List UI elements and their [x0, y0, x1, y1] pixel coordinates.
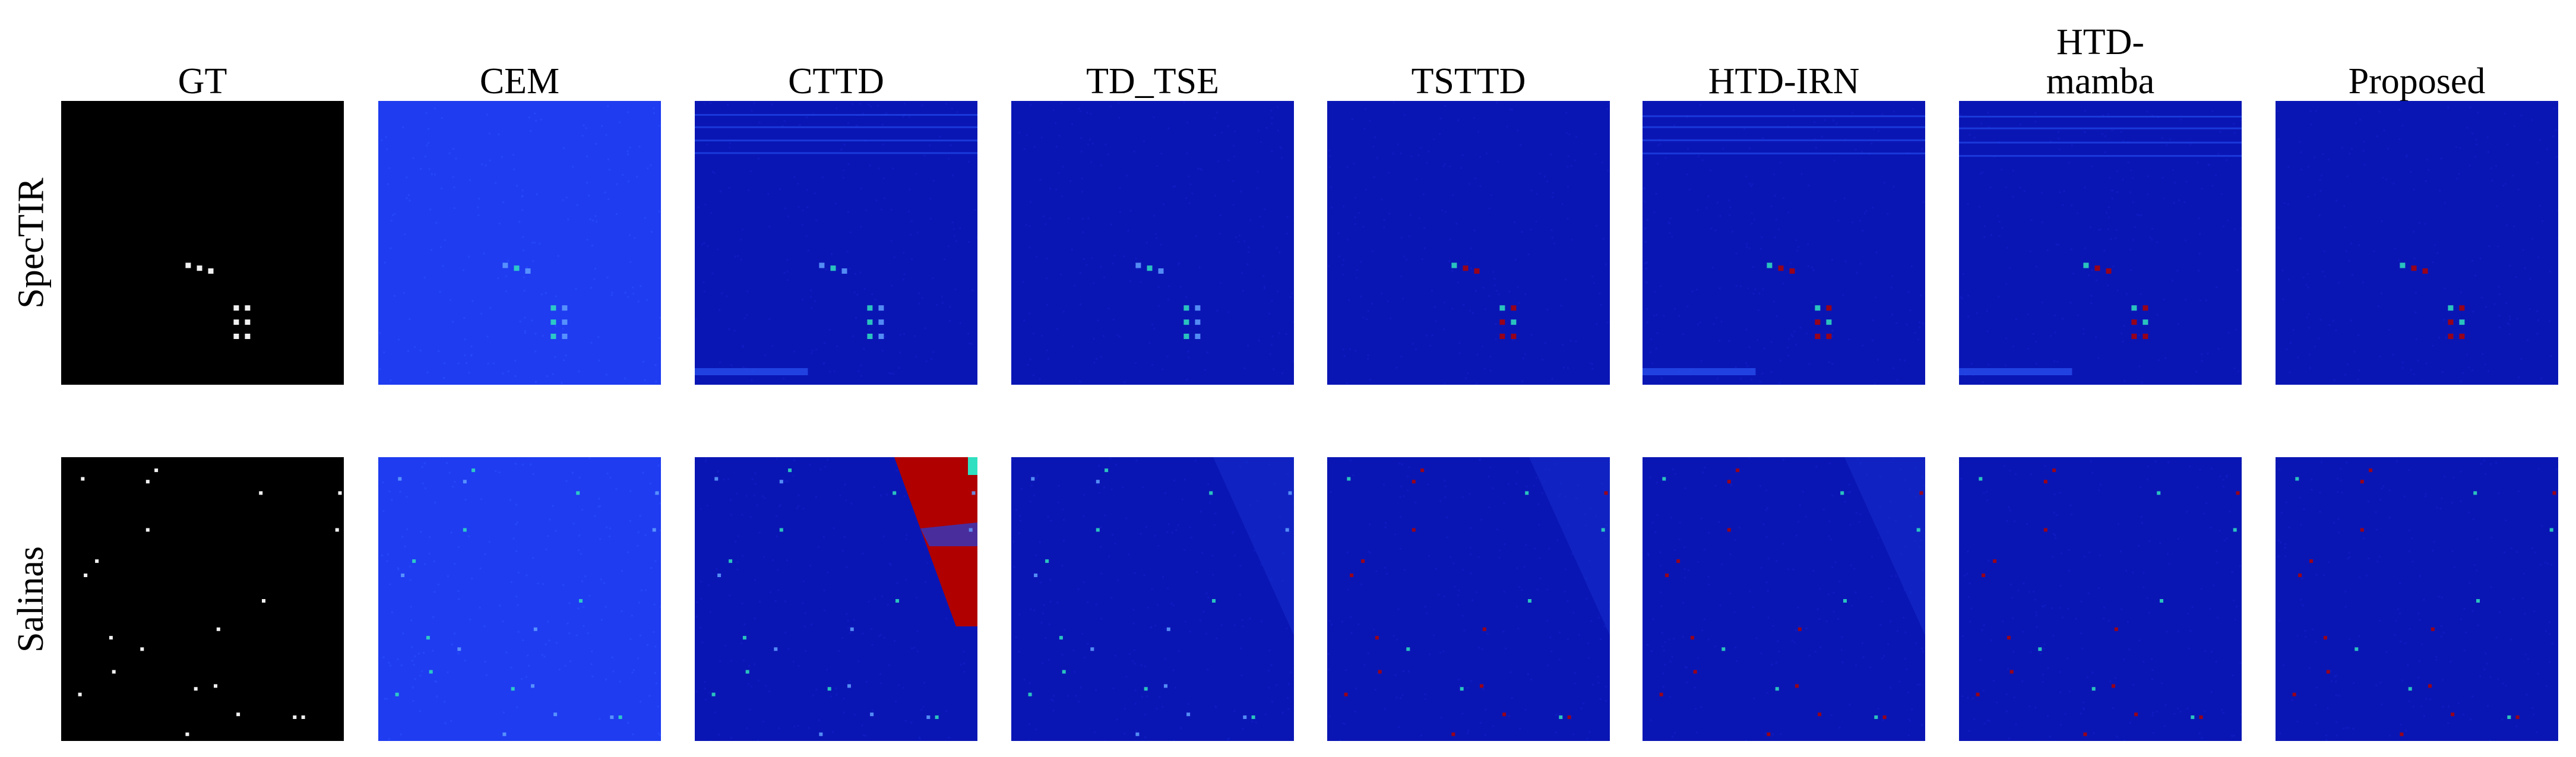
detection-map-salinas-proposed	[2276, 457, 2558, 741]
detection-map-spectir-htd_mamba	[1959, 101, 2242, 385]
detection-map-spectir-tsttd	[1327, 101, 1610, 385]
detection-map-salinas-td_tse	[1011, 457, 1294, 741]
detection-map-salinas-gt	[61, 457, 344, 741]
column-title-gt: GT	[178, 61, 227, 102]
column-title-proposed: Proposed	[2348, 61, 2486, 102]
panel-salinas-tsttd	[1327, 457, 1610, 741]
panel-salinas-cttd	[695, 457, 977, 741]
panel-salinas-proposed	[2276, 457, 2558, 741]
detection-map-salinas-tsttd	[1327, 457, 1610, 741]
panel-spectir-proposed	[2276, 101, 2558, 385]
detection-map-spectir-proposed	[2276, 101, 2558, 385]
column-title-htd_irn: HTD-IRN	[1708, 61, 1860, 102]
panel-spectir-td_tse	[1011, 101, 1294, 385]
detection-map-salinas-htd_mamba	[1959, 457, 2242, 741]
panel-salinas-td_tse	[1011, 457, 1294, 741]
panel-spectir-tsttd	[1327, 101, 1610, 385]
detection-map-spectir-cttd	[695, 101, 977, 385]
panel-salinas-cem	[378, 457, 661, 741]
column-title-htd_mamba: HTD- mamba	[2046, 22, 2155, 102]
panel-salinas-htd_irn	[1643, 457, 1925, 741]
row-label-salinas: Salinas	[5, 457, 58, 741]
column-title-tsttd: TSTTD	[1411, 61, 1526, 102]
detection-map-spectir-td_tse	[1011, 101, 1294, 385]
column-title-cttd: CTTD	[788, 61, 884, 102]
detection-map-spectir-cem	[378, 101, 661, 385]
panel-spectir-gt	[61, 101, 344, 385]
detection-map-spectir-htd_irn	[1643, 101, 1925, 385]
detection-map-salinas-cem	[378, 457, 661, 741]
panel-spectir-cem	[378, 101, 661, 385]
row-label-text: SpecTIR	[11, 177, 52, 309]
detection-map-spectir-gt	[61, 101, 344, 385]
detection-map-salinas-htd_irn	[1643, 457, 1925, 741]
column-title-td_tse: TD_TSE	[1086, 61, 1219, 102]
detection-map-salinas-cttd	[695, 457, 977, 741]
row-label-text: Salinas	[11, 546, 52, 653]
row-label-spectir: SpecTIR	[5, 101, 58, 385]
panel-spectir-htd_mamba	[1959, 101, 2242, 385]
panel-spectir-htd_irn	[1643, 101, 1925, 385]
column-title-cem: CEM	[479, 61, 560, 102]
panel-salinas-gt	[61, 457, 344, 741]
panel-spectir-cttd	[695, 101, 977, 385]
panel-salinas-htd_mamba	[1959, 457, 2242, 741]
